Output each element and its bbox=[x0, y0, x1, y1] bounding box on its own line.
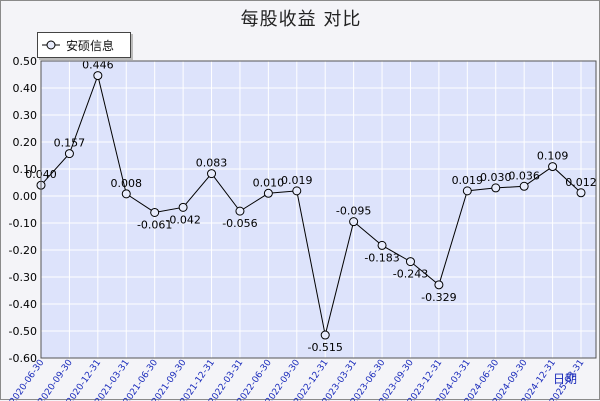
y-tick-label: 0.10 bbox=[13, 163, 38, 176]
data-point bbox=[519, 181, 529, 191]
y-tick-label: -0.10 bbox=[9, 217, 37, 230]
series-markers bbox=[36, 71, 586, 340]
chart-title: 每股收益 对比 bbox=[240, 9, 362, 30]
plot-border bbox=[40, 60, 597, 359]
series-line bbox=[40, 73, 582, 336]
data-point bbox=[462, 186, 472, 196]
data-label: 0.036 bbox=[508, 169, 540, 182]
y-tick-label: 0.50 bbox=[13, 55, 38, 68]
y-tick-label: 0.40 bbox=[13, 82, 38, 95]
data-label: 0.019 bbox=[281, 174, 313, 187]
x-axis-label: 日期 bbox=[552, 372, 577, 386]
data-labels: 0.0400.1570.4460.008-0.061-0.0420.083-0.… bbox=[25, 59, 597, 354]
data-label: -0.042 bbox=[165, 213, 200, 226]
legend: 安硕信息 bbox=[37, 32, 131, 58]
y-tick-label: -0.50 bbox=[9, 325, 37, 338]
y-tick-labels: 0.50 0.40 0.30 0.20 0.10 0.00 -0.10 -0.20 -0.30 -… bbox=[9, 55, 37, 365]
data-label: -0.243 bbox=[393, 268, 428, 281]
data-point bbox=[178, 202, 188, 212]
data-point bbox=[235, 206, 245, 216]
data-point bbox=[320, 330, 330, 340]
data-label: -0.095 bbox=[336, 205, 371, 218]
data-point bbox=[150, 207, 160, 217]
data-point bbox=[434, 280, 444, 290]
data-label: -0.183 bbox=[364, 251, 399, 264]
data-point bbox=[121, 189, 131, 199]
data-point bbox=[491, 183, 501, 193]
data-point bbox=[263, 188, 273, 198]
data-label: -0.515 bbox=[307, 341, 342, 354]
data-label: 0.030 bbox=[480, 171, 512, 184]
data-label: 0.010 bbox=[253, 176, 285, 189]
data-label: 0.012 bbox=[565, 176, 597, 189]
data-point bbox=[548, 162, 558, 172]
y-tick-label: -0.20 bbox=[9, 244, 37, 257]
data-label: 0.109 bbox=[537, 150, 569, 163]
data-point bbox=[93, 71, 103, 81]
legend-label: 安硕信息 bbox=[66, 39, 115, 53]
data-point bbox=[64, 149, 74, 159]
data-point bbox=[576, 188, 586, 198]
data-point bbox=[207, 169, 217, 179]
x-tick-labels: 2020-06-302020-09-302020-12-312021-03-31… bbox=[8, 358, 586, 401]
plot-area bbox=[41, 61, 596, 358]
y-tick-label: -0.60 bbox=[9, 352, 37, 365]
y-tick-label: -0.30 bbox=[9, 271, 37, 284]
data-label: 0.008 bbox=[111, 177, 143, 190]
y-tick-label: 0.20 bbox=[13, 136, 38, 149]
data-point bbox=[377, 240, 387, 250]
data-point bbox=[405, 257, 415, 267]
data-label: 0.157 bbox=[54, 137, 86, 150]
data-label: 0.019 bbox=[452, 174, 484, 187]
legend-marker-icon bbox=[42, 40, 60, 50]
y-tick-label: 0.00 bbox=[13, 190, 38, 203]
data-point bbox=[292, 186, 302, 196]
data-label: -0.056 bbox=[222, 217, 257, 230]
data-point bbox=[349, 217, 359, 227]
y-tick-label: -0.40 bbox=[9, 298, 37, 311]
y-tick-label: 0.30 bbox=[13, 109, 38, 122]
data-label: -0.329 bbox=[421, 291, 456, 304]
data-label: -0.061 bbox=[137, 218, 172, 231]
data-label: 0.083 bbox=[196, 157, 228, 170]
data-label: 0.446 bbox=[82, 59, 114, 72]
